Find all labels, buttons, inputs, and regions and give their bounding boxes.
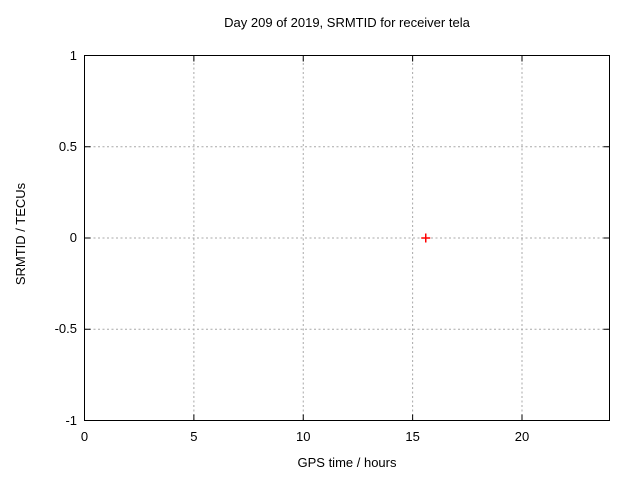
x-tick-label: 10: [296, 429, 311, 444]
y-tick-label: -1: [65, 412, 77, 428]
x-tick-label: 20: [514, 429, 530, 444]
chart-title: Day 209 of 2019, SRMTID for receiver tel…: [224, 15, 470, 30]
x-tick-label: 0: [80, 429, 89, 444]
x-tick-label: 5: [190, 429, 198, 444]
x-axis-label: GPS time / hours: [297, 455, 397, 470]
plot-area: [84, 55, 610, 421]
y-tick-label: -0.5: [54, 321, 77, 337]
y-tick-label: 0.5: [58, 138, 77, 154]
y-tick-label: 0: [69, 230, 77, 245]
y-tick-label: 1: [69, 47, 77, 63]
x-tick-label: 15: [405, 429, 420, 444]
